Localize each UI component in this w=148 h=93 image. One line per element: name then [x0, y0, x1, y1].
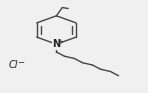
Text: −: −: [17, 58, 24, 67]
Text: +: +: [58, 39, 63, 45]
Text: N: N: [52, 39, 61, 49]
Text: Cl: Cl: [9, 60, 18, 70]
